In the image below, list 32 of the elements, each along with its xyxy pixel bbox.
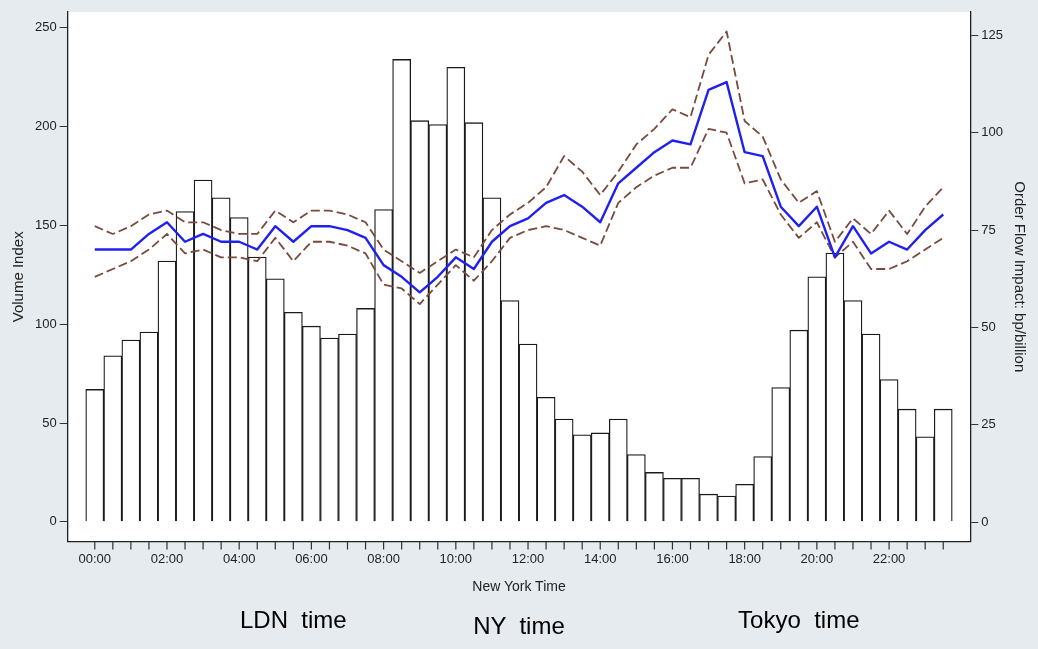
y2-tick-label: 75 <box>981 221 996 237</box>
y-tick-label: 50 <box>42 414 57 430</box>
y-tick-label: 150 <box>34 217 57 232</box>
y2-tick-label: 25 <box>981 416 996 432</box>
y2-tick-label: 0 <box>981 513 989 529</box>
y-axis-title: Volume Index <box>9 230 27 323</box>
x-tick-label: 10:00 <box>439 550 473 566</box>
x-axis-title: New York Time <box>472 578 566 595</box>
y2-tick-label: 50 <box>981 319 996 334</box>
x-tick-label: 00:00 <box>78 550 112 566</box>
x-tick-label: 02:00 <box>150 550 184 566</box>
y-tick-label: 0 <box>49 513 57 529</box>
x-tick-label: 18:00 <box>728 550 761 566</box>
x-tick-label: 08:00 <box>367 550 400 566</box>
x-tick-label: 14:00 <box>583 550 617 566</box>
line-series <box>93 30 945 274</box>
x-tick-label: 06:00 <box>295 550 328 566</box>
x-tick-label: 12:00 <box>511 550 545 566</box>
y2-axis-title: Order Flow Impact: bp/billion <box>1011 181 1029 373</box>
text: Tokyo time <box>738 606 860 634</box>
text: LDN time <box>240 606 347 634</box>
y2-tick-label: 125 <box>981 26 1004 42</box>
x-tick-label: 22:00 <box>872 550 906 566</box>
text: NY time <box>473 612 565 640</box>
y2-tick-label: 100 <box>981 124 1004 140</box>
line-series <box>93 127 945 305</box>
x-tick-label: 20:00 <box>800 550 834 566</box>
x-tick-label: 04:00 <box>222 550 256 566</box>
y-tick-label: 200 <box>34 118 57 134</box>
x-tick-label: 16:00 <box>656 550 689 566</box>
y-tick-label: 100 <box>34 315 57 331</box>
y-tick-label: 250 <box>34 19 57 35</box>
